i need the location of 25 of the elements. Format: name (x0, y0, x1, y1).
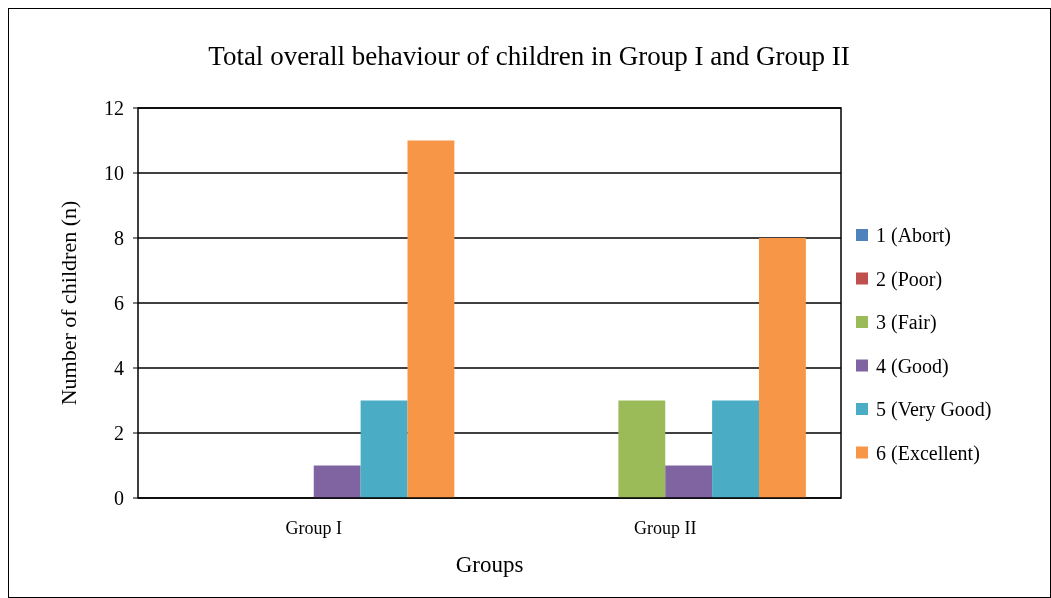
x-axis-title: Groups (455, 552, 524, 577)
y-tick-label: 2 (114, 422, 124, 444)
bar (712, 400, 759, 498)
y-tick-label: 10 (104, 162, 124, 184)
legend-label: 1 (Abort) (876, 224, 951, 247)
legend-label: 4 (Good) (876, 354, 949, 378)
legend-label: 2 (Poor) (876, 267, 943, 291)
bar (360, 400, 408, 498)
y-tick-label: 6 (114, 292, 124, 314)
y-axis-title: Number of children (n) (56, 200, 81, 406)
y-tick-label: 12 (104, 97, 124, 119)
bar (618, 400, 666, 498)
bar (758, 238, 806, 498)
legend-label: 3 (Fair) (876, 311, 937, 334)
legend-label: 5 (Very Good) (876, 398, 992, 421)
y-tick-label: 4 (114, 357, 124, 379)
y-tick-label: 8 (114, 227, 124, 249)
x-tick-label: Group II (634, 518, 697, 538)
y-tick-label: 0 (114, 487, 124, 509)
bar (313, 465, 361, 498)
bar (407, 140, 455, 498)
x-tick-label: Group I (285, 518, 342, 538)
legend-label: 6 (Excellent) (876, 441, 980, 465)
chart-title: Total overall behaviour of children in Group I and Group II (208, 41, 850, 71)
bar (665, 465, 713, 498)
